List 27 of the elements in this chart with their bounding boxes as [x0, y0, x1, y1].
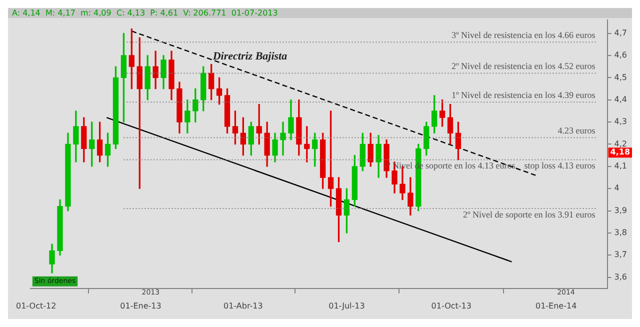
y-tick-label: 4,6	[614, 50, 628, 60]
y-tick-label: 4,1	[614, 161, 628, 170]
y-tick-label: 3,7	[614, 250, 628, 260]
y-tick-label: 3,6	[614, 272, 628, 282]
y-tick-label: 4,4	[614, 94, 628, 104]
y-tick-label: 4,3	[614, 117, 628, 126]
text: 4,18	[610, 148, 630, 157]
x-tick-label: 01-Oct-12	[16, 301, 56, 310]
x-tick-label: 01-Jul-13	[328, 301, 365, 310]
x-tick-label: 01-Abr-13	[224, 301, 263, 310]
y-tick-label: 4,7	[614, 28, 628, 38]
ref-line-label: 2º Nivel de soporte en los 3.91 euros	[462, 209, 596, 220]
candlestick	[280, 122, 286, 156]
ref-line-label: 4.23 euros	[558, 125, 596, 136]
text: A: 4,14 M: 4,17 m: 4,09 C: 4,13 P: 4,61 V: 206.771 01-07-2013	[12, 8, 278, 18]
ref-line-label: 1º Nivel de resistencia en los 4.39 euros	[452, 90, 596, 100]
y-tick-label: 3,8	[614, 228, 628, 238]
ref-line-label: 2º Nivel de resistencia en los 4.52 euros	[452, 61, 596, 72]
y-tick-label: 4,5	[614, 72, 628, 82]
x-tick-label: 01-Ene-14	[535, 301, 577, 310]
y-tick-label: 3,9	[614, 206, 628, 215]
x-tick-label: 01-Ene-13	[120, 301, 162, 310]
x-tick-label: 01-Oct-13	[431, 301, 472, 310]
ref-line-label: 3º Nivel de resistencia en los 4.66 euros	[452, 30, 596, 40]
y-tick-label: 4,2	[614, 139, 628, 148]
annotation: Directriz Bajista	[212, 50, 288, 63]
y-tick-label: 4	[614, 184, 620, 193]
